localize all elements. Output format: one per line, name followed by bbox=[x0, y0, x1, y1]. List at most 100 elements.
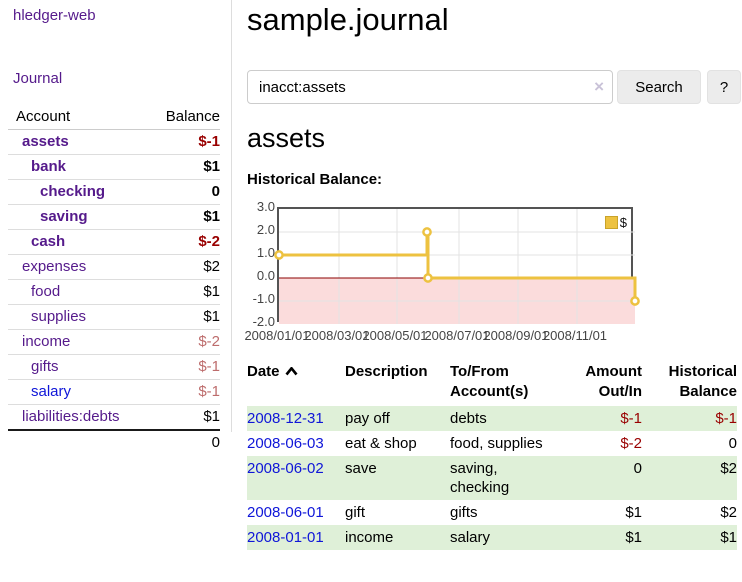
transaction-accounts: saving, checking bbox=[450, 456, 562, 500]
transaction-date-link[interactable]: 2008-06-01 bbox=[247, 504, 324, 521]
clear-search-icon[interactable]: × bbox=[594, 77, 604, 96]
accounts-total-row: 0 bbox=[8, 429, 220, 455]
account-link-saving[interactable]: saving bbox=[40, 208, 88, 225]
accounts-header-account: Account bbox=[8, 105, 145, 130]
account-link-supplies[interactable]: supplies bbox=[31, 308, 87, 325]
account-row: cash $-2 bbox=[8, 229, 220, 255]
transaction-balance: $-1 bbox=[642, 406, 737, 431]
search-input[interactable] bbox=[247, 70, 613, 104]
transaction-balance: 0 bbox=[728, 435, 737, 452]
account-link-assets[interactable]: assets bbox=[22, 133, 69, 150]
y-tick: 0.0 bbox=[256, 268, 275, 283]
account-link-income[interactable]: income bbox=[22, 333, 71, 350]
chart-canvas bbox=[274, 209, 640, 324]
transaction-description: gift bbox=[345, 504, 366, 521]
search-button[interactable]: Search bbox=[617, 70, 701, 104]
account-balance: $1 bbox=[144, 304, 220, 330]
register-table: Date Description To/From Account(s) Amou… bbox=[247, 360, 737, 550]
register-header-amount: Amount Out/In bbox=[562, 360, 642, 406]
transaction-balance: $2 bbox=[642, 456, 737, 500]
account-row: salary $-1 bbox=[8, 379, 220, 405]
accounts-header-balance: Balance bbox=[144, 105, 220, 130]
account-row: food $1 bbox=[8, 279, 220, 305]
transaction-date-link[interactable]: 2008-06-02 bbox=[247, 460, 324, 477]
amount-header-line1: Amount bbox=[585, 363, 642, 380]
account-row: checking 0 bbox=[8, 179, 220, 205]
search-input-wrap: × bbox=[247, 70, 613, 104]
account-link-salary[interactable]: salary bbox=[31, 383, 72, 400]
register-header-description: Description bbox=[345, 363, 428, 380]
transaction-accounts: salary bbox=[450, 525, 562, 550]
account-balance: $1 bbox=[144, 204, 220, 230]
register-header-date[interactable]: Date bbox=[247, 360, 345, 406]
transaction-description: income bbox=[345, 525, 450, 550]
register-row: 2008-01-01 income salary $1 $1 bbox=[247, 525, 737, 550]
account-balance: $-1 bbox=[144, 379, 220, 405]
account-link-liabilities-debts[interactable]: liabilities:debts bbox=[22, 408, 120, 425]
transaction-balance: $2 bbox=[720, 504, 737, 521]
historical-balance-chart: 3.0 2.0 1.0 0.0 -1.0 -2.0 bbox=[244, 199, 742, 345]
y-tick: -2.0 bbox=[252, 314, 275, 329]
transaction-amount: $1 bbox=[625, 504, 642, 521]
transaction-amount: $1 bbox=[562, 525, 642, 550]
accounts-table: Account Balance assets $-1 bank $1 checkin… bbox=[8, 105, 220, 455]
register-header-row: Date Description To/From Account(s) Amou… bbox=[247, 360, 737, 406]
transaction-accounts: food, supplies bbox=[450, 435, 543, 452]
help-button[interactable]: ? bbox=[707, 70, 741, 104]
account-link-cash[interactable]: cash bbox=[31, 233, 66, 250]
account-link-bank[interactable]: bank bbox=[31, 158, 67, 175]
x-tick: 2008/11/01 bbox=[542, 328, 608, 343]
accounts-header-line1: To/From bbox=[450, 363, 509, 380]
register-row: 2008-06-02 save saving, checking 0 $2 bbox=[247, 456, 737, 500]
balance-header-line1: Historical bbox=[668, 363, 737, 380]
account-balance: $-2 bbox=[144, 329, 220, 355]
account-link-gifts[interactable]: gifts bbox=[31, 358, 59, 375]
y-tick: 3.0 bbox=[256, 199, 275, 214]
transaction-accounts: gifts bbox=[450, 504, 478, 521]
app-title-link[interactable]: hledger-web bbox=[13, 7, 96, 24]
register-row: 2008-12-31 pay off debts $-1 $-1 bbox=[247, 406, 737, 431]
sort-ascending-icon bbox=[285, 362, 298, 382]
register-row: 2008-06-01 gift gifts $1 $2 bbox=[247, 500, 737, 525]
transaction-date-link[interactable]: 2008-12-31 bbox=[247, 410, 324, 427]
account-link-expenses[interactable]: expenses bbox=[22, 258, 87, 275]
page-title: sample.journal bbox=[247, 2, 449, 37]
account-balance: $2 bbox=[144, 254, 220, 280]
chart-plot-area: $ bbox=[274, 207, 640, 324]
y-tick: 2.0 bbox=[256, 222, 275, 237]
account-balance: $-2 bbox=[144, 229, 220, 255]
transaction-description: save bbox=[345, 456, 450, 500]
account-balance: $-1 bbox=[198, 133, 220, 150]
transaction-description: pay off bbox=[345, 406, 450, 431]
x-tick: 2008/07/01 bbox=[424, 328, 490, 343]
transaction-accounts: debts bbox=[450, 406, 562, 431]
account-row: liabilities:debts $1 bbox=[8, 404, 220, 430]
sidebar-item-journal[interactable]: Journal bbox=[13, 70, 63, 87]
register-row: 2008-06-03 eat & shop food, supplies $-2… bbox=[247, 431, 737, 456]
account-balance: $1 bbox=[144, 404, 220, 430]
account-row: saving $1 bbox=[8, 204, 220, 230]
legend-swatch-icon bbox=[604, 216, 618, 229]
transaction-date-link[interactable]: 2008-06-03 bbox=[247, 435, 324, 452]
account-row: gifts $-1 bbox=[8, 354, 220, 380]
account-balance: $-1 bbox=[144, 354, 220, 380]
data-point-markers bbox=[274, 227, 640, 306]
register-header-balance: Historical Balance bbox=[642, 360, 737, 406]
account-balance: 0 bbox=[144, 179, 220, 205]
chart-title: Historical Balance: bbox=[247, 171, 383, 188]
x-tick: 2008/01/01 bbox=[244, 328, 310, 343]
gridlines bbox=[279, 209, 635, 324]
legend-label: $ bbox=[619, 215, 627, 230]
sidebar: hledger-web Journal Account Balance asse… bbox=[0, 0, 230, 582]
account-heading: assets bbox=[247, 123, 326, 153]
account-link-food[interactable]: food bbox=[31, 283, 61, 300]
accounts-total-value: 0 bbox=[144, 429, 220, 455]
account-row: income $-2 bbox=[8, 329, 220, 355]
account-row: supplies $1 bbox=[8, 304, 220, 330]
transaction-description: eat & shop bbox=[345, 435, 417, 452]
register-header-accounts: To/From Account(s) bbox=[450, 360, 562, 406]
account-link-checking[interactable]: checking bbox=[40, 183, 106, 200]
transaction-date-link[interactable]: 2008-01-01 bbox=[247, 529, 324, 546]
transaction-balance: $1 bbox=[642, 525, 737, 550]
